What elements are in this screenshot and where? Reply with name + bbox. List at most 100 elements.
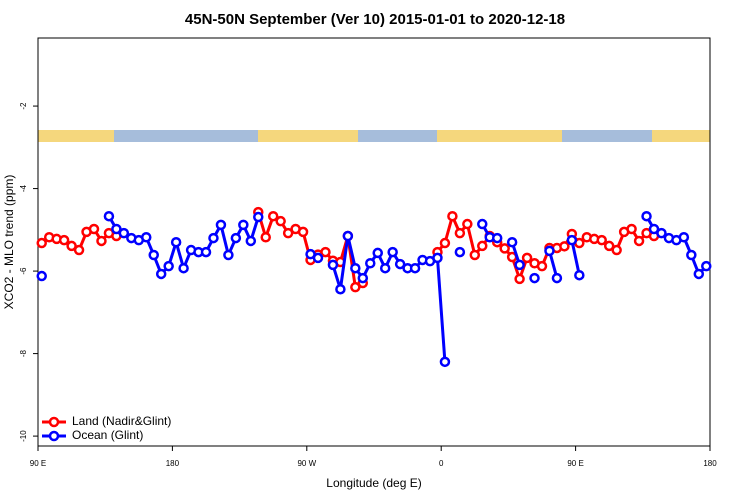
data-point xyxy=(238,219,249,231)
x-tick-label: 90 W xyxy=(297,459,316,468)
data-point xyxy=(529,272,540,284)
y-tick-label: -6 xyxy=(19,267,28,275)
data-point xyxy=(357,272,369,284)
data-point xyxy=(282,227,294,239)
y-tick-label: -8 xyxy=(19,349,28,357)
data-point xyxy=(521,252,533,264)
data-point xyxy=(626,223,637,235)
data-point xyxy=(701,260,712,272)
data-point xyxy=(536,260,548,272)
data-point xyxy=(693,268,705,280)
land-strip xyxy=(258,130,358,142)
data-point xyxy=(454,246,466,258)
chart-title: 45N-50N September (Ver 10) 2015-01-01 to… xyxy=(185,11,565,28)
data-point xyxy=(223,249,234,261)
data-point xyxy=(215,219,227,231)
data-point xyxy=(320,246,331,258)
data-point xyxy=(506,236,518,248)
data-point xyxy=(603,240,615,252)
data-point xyxy=(544,245,555,257)
data-point xyxy=(200,246,212,258)
y-axis-title: XCO2 - MLO trend (ppm) xyxy=(2,175,16,310)
data-point xyxy=(477,240,488,252)
data-point xyxy=(170,236,182,248)
data-point xyxy=(253,211,264,223)
data-point xyxy=(103,210,115,222)
data-point xyxy=(559,241,570,252)
data-point xyxy=(111,223,122,235)
data-point xyxy=(447,210,458,222)
data-point xyxy=(118,227,130,239)
data-point xyxy=(596,234,607,246)
data-point xyxy=(611,244,622,256)
data-point xyxy=(372,247,383,259)
legend-marker xyxy=(48,416,60,428)
x-tick-label: 0 xyxy=(439,459,444,468)
data-point xyxy=(350,262,361,274)
data-point xyxy=(477,218,488,230)
data-point xyxy=(514,259,525,271)
data-point xyxy=(342,230,354,242)
data-point xyxy=(163,260,174,272)
x-axis-title: Longitude (deg E) xyxy=(326,476,421,490)
data-point xyxy=(73,244,85,256)
data-point xyxy=(439,237,451,249)
map-strip xyxy=(38,130,710,142)
data-point xyxy=(454,227,466,239)
data-point xyxy=(36,237,47,249)
data-point xyxy=(379,262,391,274)
data-point xyxy=(297,226,309,238)
data-point xyxy=(387,246,398,258)
legend-label: Land (Nadir&Glint) xyxy=(72,414,171,428)
data-point xyxy=(641,210,652,222)
data-point xyxy=(141,232,152,243)
data-point xyxy=(678,232,690,243)
data-point xyxy=(439,356,451,368)
data-point xyxy=(394,258,406,270)
data-point xyxy=(551,272,563,284)
data-point xyxy=(58,234,70,246)
x-tick-label: 180 xyxy=(166,459,180,468)
x-tick-label: 90 E xyxy=(30,459,46,468)
legend-marker xyxy=(48,430,60,442)
data-point xyxy=(514,273,525,285)
data-point xyxy=(66,240,77,252)
data-point xyxy=(312,252,324,264)
data-point xyxy=(96,235,107,247)
data-point xyxy=(566,234,578,246)
data-point xyxy=(469,249,481,261)
data-point xyxy=(350,281,361,293)
data-point xyxy=(148,249,159,261)
data-point xyxy=(230,232,242,244)
data-point xyxy=(208,232,219,244)
data-point xyxy=(462,218,473,230)
legend-label: Ocean (Glint) xyxy=(72,428,143,442)
data-point xyxy=(432,252,443,264)
data-point xyxy=(267,210,279,222)
y-tick-label: -2 xyxy=(19,102,28,110)
data-point xyxy=(499,243,510,254)
y-tick-label: -4 xyxy=(19,184,28,192)
ocean-strip xyxy=(38,130,710,142)
land-strip xyxy=(38,130,114,142)
data-point xyxy=(260,232,271,243)
data-point xyxy=(88,223,100,235)
data-point xyxy=(491,232,503,244)
land-strip xyxy=(437,130,562,142)
data-point xyxy=(574,269,585,281)
data-point xyxy=(409,262,421,274)
data-point xyxy=(155,268,167,280)
y-tick-label: -10 xyxy=(19,430,28,442)
data-point xyxy=(36,270,47,282)
data-point xyxy=(327,259,339,271)
data-point xyxy=(335,283,346,295)
data-point xyxy=(648,223,660,235)
data-point xyxy=(656,227,667,239)
data-point xyxy=(245,235,257,247)
x-tick-label: 90 E xyxy=(567,459,583,468)
land-strip xyxy=(652,130,710,142)
data-point xyxy=(275,215,286,227)
x-tick-label: 180 xyxy=(703,459,717,468)
data-point xyxy=(178,262,189,274)
